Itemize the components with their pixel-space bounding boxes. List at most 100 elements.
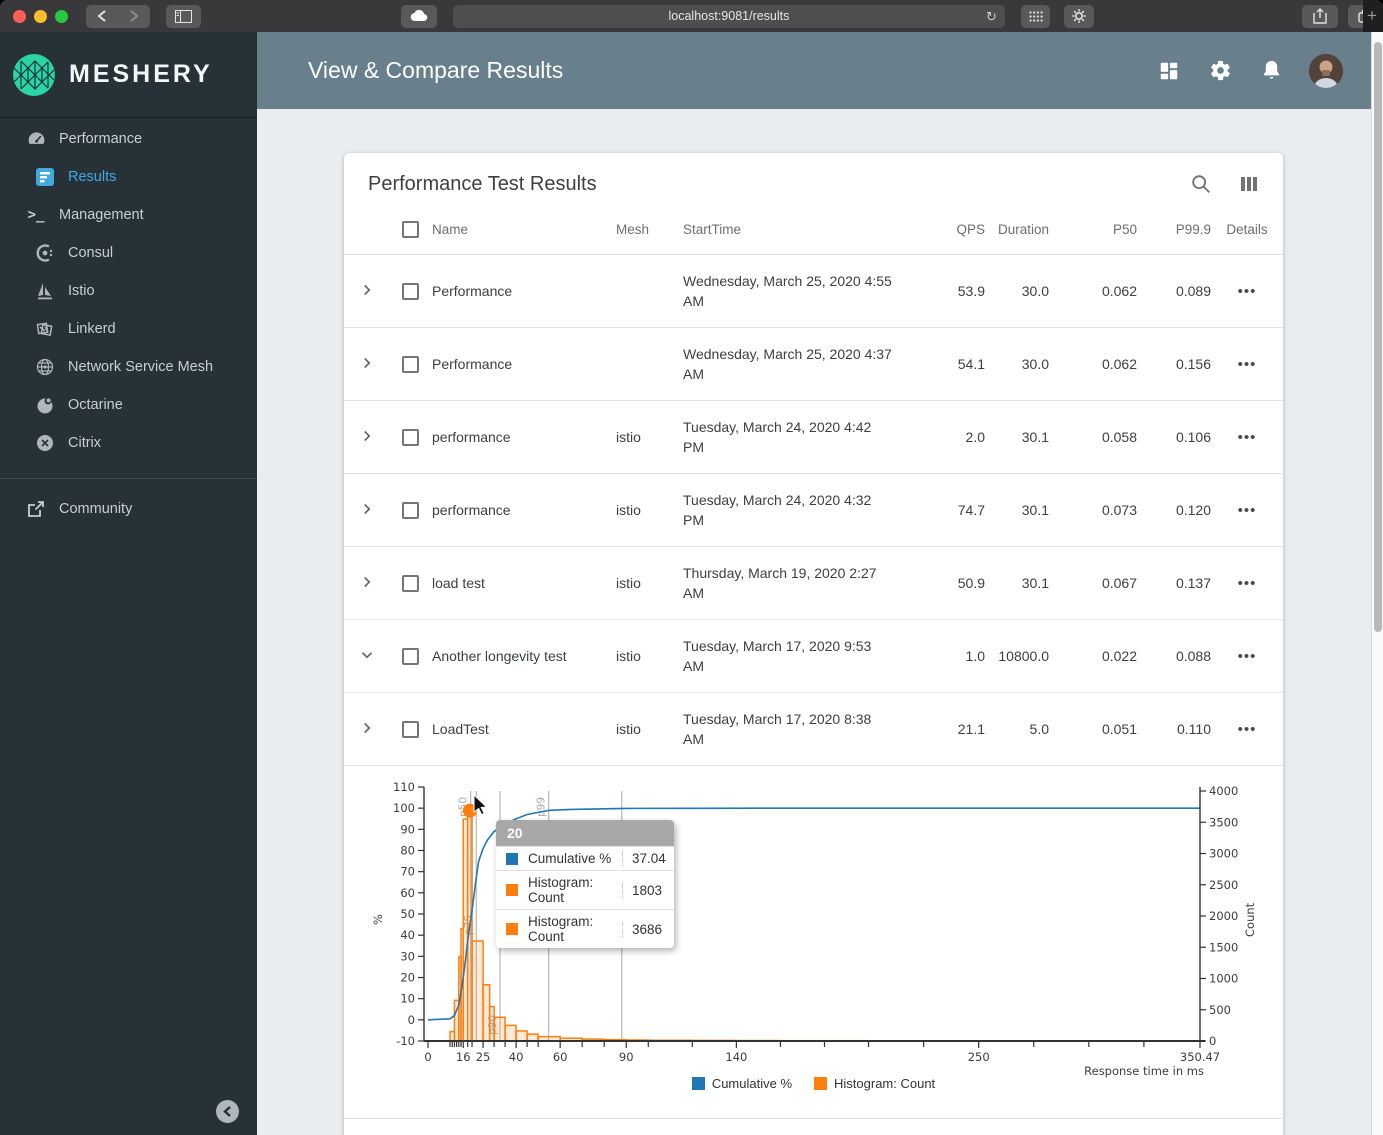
result-p999: 0.106 bbox=[1175, 429, 1211, 445]
notifications-button[interactable] bbox=[1258, 58, 1284, 84]
row-checkbox[interactable] bbox=[401, 355, 419, 373]
svg-text:25: 25 bbox=[476, 1050, 491, 1064]
new-tab-button[interactable]: + bbox=[1363, 0, 1383, 32]
minimize-window-button[interactable] bbox=[34, 9, 47, 23]
zoom-window-button[interactable] bbox=[55, 9, 68, 23]
sidebar-item-network-service-mesh[interactable]: Network Service Mesh bbox=[0, 348, 257, 386]
tooltip-series-label: Histogram: Count bbox=[528, 914, 594, 944]
svg-text:2500: 2500 bbox=[1209, 878, 1238, 892]
result-mesh: istio bbox=[616, 575, 641, 591]
row-checkbox[interactable] bbox=[401, 501, 419, 519]
row-checkbox[interactable] bbox=[401, 282, 419, 300]
row-actions-button[interactable]: ••• bbox=[1237, 501, 1257, 519]
result-name: LoadTest bbox=[432, 721, 489, 737]
expand-row-button[interactable] bbox=[358, 573, 376, 591]
row-checkbox[interactable] bbox=[401, 574, 419, 592]
svg-text:140: 140 bbox=[725, 1050, 747, 1064]
result-p50: 0.067 bbox=[1101, 575, 1137, 591]
row-actions-button[interactable]: ••• bbox=[1237, 428, 1257, 446]
row-checkbox[interactable] bbox=[401, 428, 419, 446]
result-start-time: Tuesday, March 17, 2020 9:53 AM bbox=[683, 637, 872, 674]
expand-row-button[interactable] bbox=[358, 719, 376, 737]
select-all-checkbox[interactable] bbox=[401, 221, 419, 238]
col-name: Name bbox=[432, 222, 469, 237]
tooltip-header: 20 bbox=[496, 820, 674, 846]
row-actions-button[interactable]: ••• bbox=[1237, 574, 1257, 592]
address-bar[interactable]: localhost:9081/results ↻ bbox=[452, 4, 1005, 28]
svg-text:Response time in ms: Response time in ms bbox=[1084, 1064, 1204, 1078]
search-icon bbox=[1192, 175, 1210, 193]
row-actions-button[interactable]: ••• bbox=[1237, 720, 1257, 738]
sidebar-item-label: Octarine bbox=[68, 397, 123, 413]
expand-row-button[interactable] bbox=[358, 281, 376, 299]
tooltip-row: Cumulative % 37.04 bbox=[496, 846, 674, 870]
table-row: load test istio Thursday, March 19, 2020… bbox=[344, 547, 1283, 620]
sidebar-item-istio[interactable]: Istio bbox=[0, 272, 257, 310]
legend-item[interactable]: Histogram: Count bbox=[814, 1076, 935, 1091]
expand-row-button[interactable] bbox=[358, 427, 376, 445]
close-window-button[interactable] bbox=[13, 9, 26, 23]
user-avatar[interactable] bbox=[1309, 53, 1343, 88]
browser-settings-button[interactable] bbox=[1064, 4, 1095, 28]
sidebar-item-linkerd[interactable]: Linkerd bbox=[0, 310, 257, 348]
legend-item[interactable]: Cumulative % bbox=[691, 1076, 792, 1091]
result-duration: 30.0 bbox=[1021, 356, 1049, 372]
sidebar-item-label: Citrix bbox=[68, 435, 102, 451]
result-qps: 50.9 bbox=[957, 575, 985, 591]
view-columns-button[interactable] bbox=[1237, 172, 1261, 196]
svg-text:3000: 3000 bbox=[1209, 847, 1238, 861]
globe-mesh-icon bbox=[34, 356, 56, 378]
settings-button[interactable] bbox=[1207, 58, 1233, 84]
sidebar-item-consul[interactable]: Consul bbox=[0, 234, 257, 272]
chart-tooltip: 20 Cumulative % 37.04 Histogram: Count 1803… bbox=[496, 820, 674, 948]
row-checkbox[interactable] bbox=[401, 720, 419, 738]
reload-icon[interactable]: ↻ bbox=[986, 8, 997, 24]
sidebar-item-results[interactable]: Results bbox=[0, 158, 257, 196]
sidebar-item-citrix[interactable]: Citrix bbox=[0, 424, 257, 462]
search-button[interactable] bbox=[1189, 172, 1213, 196]
sidebar-item-performance[interactable]: Performance bbox=[0, 120, 257, 158]
svg-text:0: 0 bbox=[1209, 1034, 1216, 1048]
sidebar-item-label: Consul bbox=[68, 245, 114, 261]
forward-button[interactable] bbox=[118, 4, 150, 28]
row-actions-button[interactable]: ••• bbox=[1237, 647, 1257, 665]
table-row: performance istio Tuesday, March 24, 202… bbox=[344, 474, 1283, 547]
row-actions-button[interactable]: ••• bbox=[1237, 282, 1257, 300]
result-mesh: istio bbox=[616, 502, 641, 518]
result-duration: 30.0 bbox=[1021, 283, 1049, 299]
expand-row-button[interactable] bbox=[358, 646, 376, 664]
sidebar-item-octarine[interactable]: Octarine bbox=[0, 386, 257, 424]
brand[interactable]: MESHERY bbox=[0, 32, 257, 118]
back-button[interactable] bbox=[86, 4, 118, 28]
svg-text:0: 0 bbox=[408, 1013, 415, 1027]
result-duration: 30.1 bbox=[1021, 502, 1049, 518]
sidebar-item-management[interactable]: >_ Management bbox=[0, 196, 257, 234]
result-mesh: istio bbox=[616, 721, 641, 737]
result-name: load test bbox=[432, 575, 485, 591]
dashboard-button[interactable] bbox=[1156, 58, 1182, 84]
tooltip-row: Histogram: Count 1803 bbox=[496, 870, 674, 909]
result-start-time: Tuesday, March 24, 2020 4:32 PM bbox=[683, 491, 872, 528]
result-p999: 0.110 bbox=[1177, 721, 1211, 737]
icloud-tab-button[interactable] bbox=[401, 4, 437, 28]
row-checkbox[interactable] bbox=[401, 647, 419, 665]
page-scrollbar[interactable] bbox=[1371, 32, 1383, 1135]
svg-text:Count: Count bbox=[1243, 902, 1257, 937]
expand-row-button[interactable] bbox=[358, 354, 376, 372]
collapse-sidebar-button[interactable] bbox=[216, 1099, 239, 1123]
sidebar-item-community[interactable]: Community bbox=[0, 479, 257, 539]
sidebar-nav: Performance Results >_ Management Consul bbox=[0, 118, 257, 462]
tooltip-row: Histogram: Count 3686 bbox=[496, 909, 674, 948]
svg-text:100: 100 bbox=[393, 801, 415, 815]
sidebar-toggle-button[interactable] bbox=[166, 4, 202, 28]
latency-histogram-chart[interactable]: p50p75p90p99p99.911010090807060504030201… bbox=[368, 775, 1270, 1110]
scrollbar-thumb[interactable] bbox=[1374, 42, 1382, 632]
istio-icon bbox=[34, 280, 56, 302]
col-qps: QPS bbox=[956, 222, 985, 237]
expand-row-button[interactable] bbox=[358, 500, 376, 518]
extensions-grid-button[interactable] bbox=[1020, 4, 1051, 28]
svg-text:40: 40 bbox=[400, 928, 415, 942]
svg-text:70: 70 bbox=[400, 865, 415, 879]
share-button[interactable] bbox=[1302, 4, 1338, 28]
row-actions-button[interactable]: ••• bbox=[1237, 355, 1257, 373]
